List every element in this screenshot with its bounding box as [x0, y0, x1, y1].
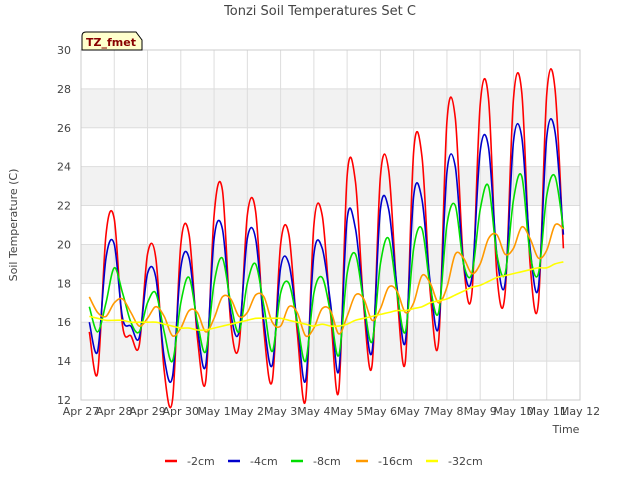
- y-tick-label: 22: [57, 200, 71, 213]
- background-band: [81, 322, 580, 362]
- x-tick-label: May 8: [430, 405, 463, 418]
- legend-label: -2cm: [187, 455, 215, 468]
- x-tick-label: Apr 30: [163, 405, 200, 418]
- x-tick-label: May 5: [331, 405, 364, 418]
- series-line-minus-32cm: [89, 261, 564, 332]
- legend-label: -8cm: [313, 455, 341, 468]
- series-line-minus-16cm: [88, 223, 564, 338]
- x-tick-label: Apr 27: [63, 405, 100, 418]
- x-tick-label: May 10: [493, 405, 533, 418]
- x-tick-label: May 12: [560, 405, 600, 418]
- x-tick-label: May 1: [197, 405, 230, 418]
- x-tick-label: May 9: [464, 405, 497, 418]
- legend-label: -4cm: [250, 455, 278, 468]
- y-tick-label: 16: [57, 316, 71, 329]
- y-axis-label: Soil Temperature (C): [7, 169, 20, 282]
- legend-label: -32cm: [448, 455, 483, 468]
- y-tick-label: 24: [57, 161, 71, 174]
- series-lines: [88, 68, 565, 409]
- chart-title: Tonzi Soil Temperatures Set C: [223, 4, 416, 19]
- x-tick-label: May 4: [297, 405, 330, 418]
- x-tick-label: Apr 29: [129, 405, 166, 418]
- site-annotation: TZ_fmet: [81, 31, 143, 51]
- annotation-text: TZ_fmet: [86, 36, 136, 49]
- x-tick-label: Apr 28: [96, 405, 133, 418]
- y-tick-label: 14: [57, 355, 71, 368]
- legend: -2cm -4cm -8cm -16cm -32cm: [165, 455, 483, 468]
- y-tick-label: 30: [57, 44, 71, 57]
- y-tick-label: 18: [57, 277, 71, 290]
- x-tick-label: May 2: [231, 405, 264, 418]
- legend-label: -16cm: [378, 455, 413, 468]
- x-tick-label: May 6: [364, 405, 397, 418]
- annotation-box: [81, 31, 143, 51]
- y-axis-ticks: 12 14 16 18 20 22 24 26 28 30: [57, 44, 71, 407]
- y-tick-label: 12: [57, 394, 71, 407]
- x-tick-label: May 3: [264, 405, 297, 418]
- y-tick-label: 26: [57, 122, 71, 135]
- background-band: [81, 88, 580, 128]
- x-tick-label: May 11: [527, 405, 567, 418]
- y-tick-label: 28: [57, 83, 71, 96]
- background-band: [81, 166, 580, 206]
- x-axis-label: Time: [552, 423, 580, 436]
- x-tick-label: May 7: [397, 405, 430, 418]
- y-tick-label: 20: [57, 238, 71, 251]
- plot-frame: [80, 49, 581, 401]
- series-line-minus-8cm: [88, 173, 565, 363]
